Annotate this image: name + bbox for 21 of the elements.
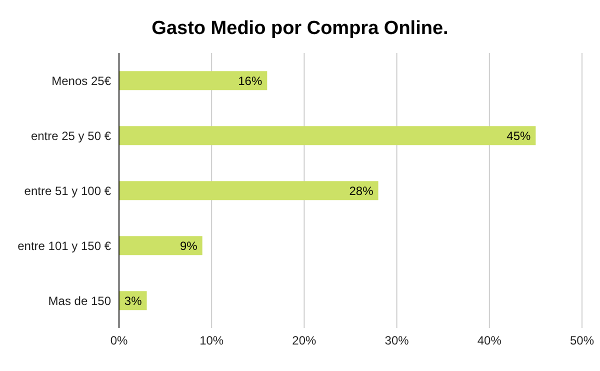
- x-tick-label: 40%: [477, 334, 502, 348]
- bar: [119, 126, 536, 146]
- x-tick-label: 30%: [384, 334, 410, 348]
- data-label: 9%: [180, 238, 198, 253]
- y-tick-label: Mas de 150: [48, 294, 112, 308]
- bar: [119, 236, 202, 256]
- x-tick-label: 20%: [292, 334, 317, 348]
- y-tick-label: entre 25 y 50 €: [30, 128, 112, 143]
- y-tick-label: entre 51 y 100 €: [24, 184, 112, 198]
- data-label: 3%: [124, 294, 142, 308]
- bar: [119, 71, 268, 90]
- x-tick-label: 0%: [110, 334, 128, 348]
- chart-title: Gasto Medio por Compra Online.: [150, 18, 450, 40]
- x-tick-label: 10%: [200, 334, 224, 348]
- y-tick-label: entre 101 y 150 €: [18, 238, 112, 253]
- data-label: 16%: [238, 74, 262, 88]
- data-label: 45%: [506, 128, 532, 143]
- x-tick-label: 50%: [570, 334, 594, 348]
- bar: [119, 181, 378, 200]
- data-label: 28%: [349, 184, 374, 198]
- y-tick-label: Menos 25€: [52, 74, 112, 88]
